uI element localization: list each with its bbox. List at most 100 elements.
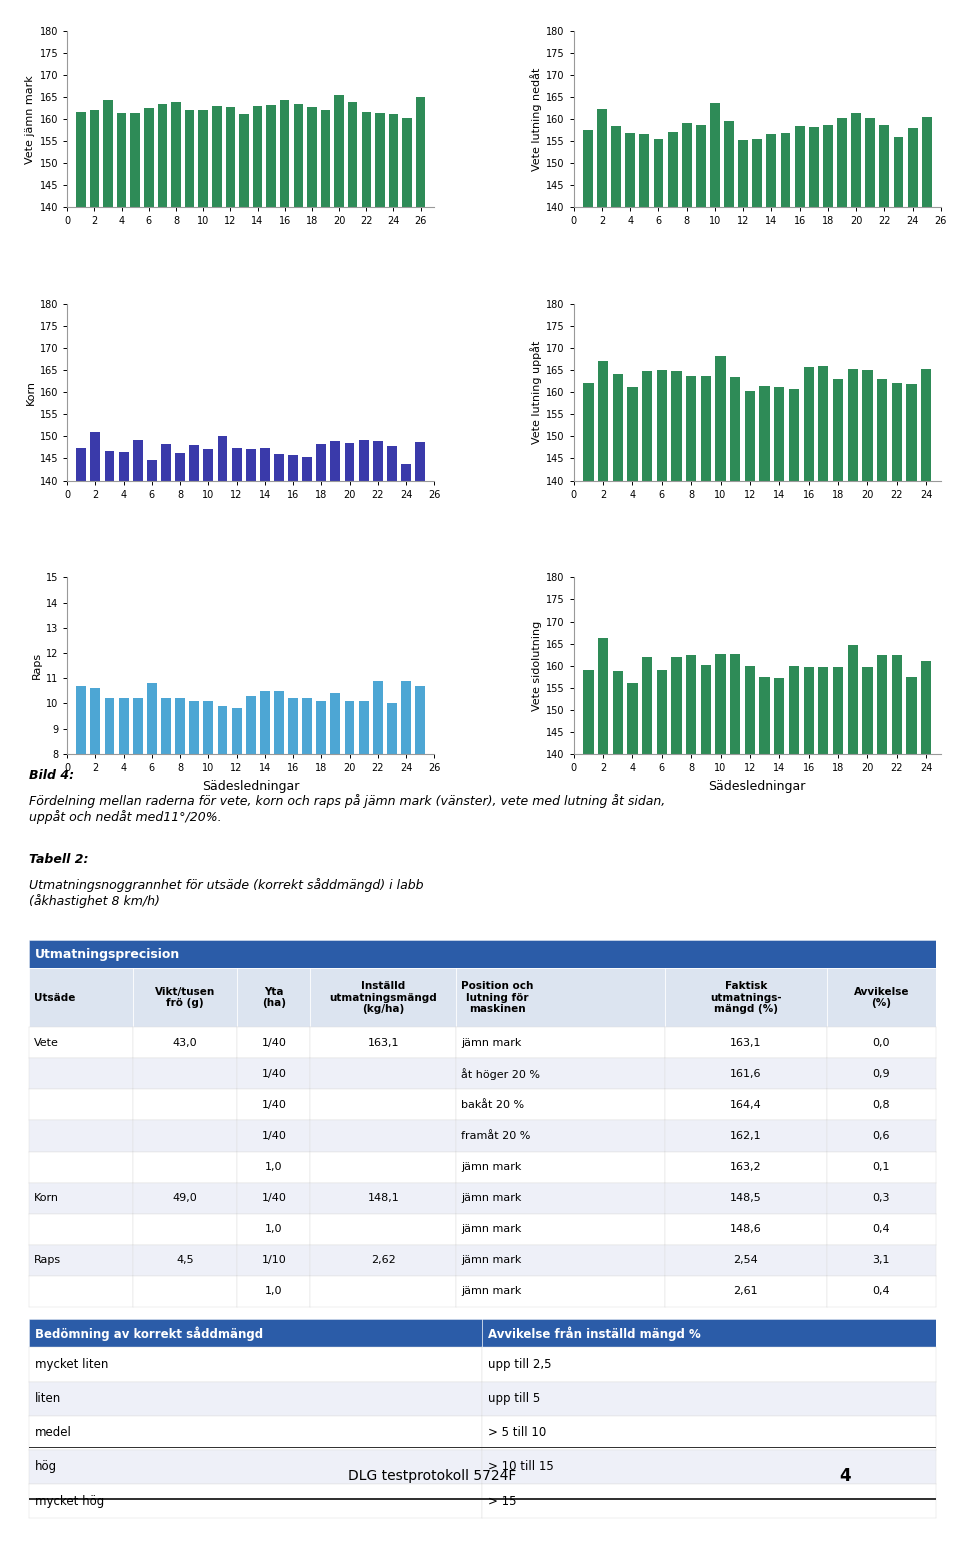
Bar bbox=[132, 698, 143, 956]
Bar bbox=[642, 371, 652, 1097]
Bar bbox=[682, 123, 691, 824]
Text: 0,4: 0,4 bbox=[873, 1287, 890, 1296]
Bar bbox=[345, 701, 354, 956]
Bar bbox=[894, 137, 903, 824]
Text: Yta
(ha): Yta (ha) bbox=[262, 987, 286, 1009]
Text: 2,61: 2,61 bbox=[733, 1287, 758, 1296]
Bar bbox=[76, 112, 85, 824]
Bar bbox=[731, 376, 740, 1097]
Text: 0,0: 0,0 bbox=[873, 1038, 890, 1047]
Bar bbox=[77, 685, 86, 956]
Bar bbox=[274, 454, 284, 1097]
Bar bbox=[147, 684, 156, 956]
Bar bbox=[759, 387, 770, 1097]
Bar bbox=[879, 124, 889, 824]
Bar bbox=[119, 698, 129, 956]
Bar bbox=[334, 95, 344, 824]
Bar bbox=[416, 98, 425, 824]
Bar bbox=[260, 449, 270, 1097]
Bar bbox=[715, 356, 726, 1097]
Bar bbox=[686, 654, 696, 1371]
Bar bbox=[239, 113, 249, 824]
Text: 0,9: 0,9 bbox=[873, 1069, 890, 1078]
X-axis label: Sädesledningar: Sädesledningar bbox=[708, 780, 806, 793]
Bar bbox=[710, 103, 720, 824]
Text: framåt 20 %: framåt 20 % bbox=[461, 1131, 531, 1141]
Bar bbox=[260, 690, 270, 956]
Bar bbox=[686, 376, 696, 1097]
Text: 0,4: 0,4 bbox=[873, 1225, 890, 1234]
Text: Faktisk
utmatnings-
mängd (%): Faktisk utmatnings- mängd (%) bbox=[709, 981, 781, 1015]
Bar bbox=[204, 449, 213, 1097]
Bar bbox=[654, 138, 663, 824]
Y-axis label: Vete jämn mark: Vete jämn mark bbox=[25, 75, 36, 163]
Bar bbox=[789, 388, 799, 1097]
Text: åt höger 20 %: åt höger 20 % bbox=[461, 1068, 540, 1080]
Bar bbox=[584, 382, 593, 1097]
Bar bbox=[745, 667, 756, 1371]
Bar bbox=[204, 701, 213, 956]
Text: 1/10: 1/10 bbox=[261, 1256, 286, 1265]
Y-axis label: Vete sidolutning: Vete sidolutning bbox=[532, 620, 542, 710]
Text: Utmatningsprecision: Utmatningsprecision bbox=[35, 948, 180, 960]
Bar bbox=[639, 134, 649, 824]
Bar bbox=[89, 110, 99, 824]
Bar bbox=[921, 370, 931, 1097]
Bar bbox=[667, 132, 678, 824]
Bar bbox=[625, 134, 636, 824]
Bar bbox=[584, 670, 593, 1371]
Bar bbox=[671, 371, 682, 1097]
Bar bbox=[330, 693, 341, 956]
Text: 163,1: 163,1 bbox=[368, 1038, 399, 1047]
Text: Korn: Korn bbox=[34, 1193, 59, 1203]
Bar bbox=[818, 667, 828, 1371]
Text: Utmatningsnoggrannhet för utsäde (korrekt såddmängd) i labb
(åkhastighet 8 km/h): Utmatningsnoggrannhet för utsäde (korrek… bbox=[29, 878, 423, 908]
Bar bbox=[823, 124, 832, 824]
Bar bbox=[90, 688, 101, 956]
Text: 1/40: 1/40 bbox=[261, 1100, 286, 1110]
Bar bbox=[119, 452, 129, 1097]
Y-axis label: Korn: Korn bbox=[25, 379, 36, 406]
Bar bbox=[226, 107, 235, 824]
Bar bbox=[212, 106, 222, 824]
Text: jämn mark: jämn mark bbox=[461, 1287, 521, 1296]
Bar bbox=[780, 132, 790, 824]
Bar bbox=[171, 103, 180, 824]
Text: 3,1: 3,1 bbox=[873, 1256, 890, 1265]
Bar bbox=[362, 112, 372, 824]
Bar bbox=[833, 379, 843, 1097]
Text: 0,1: 0,1 bbox=[873, 1162, 890, 1172]
Bar bbox=[359, 701, 369, 956]
Text: 4: 4 bbox=[839, 1467, 851, 1486]
Bar bbox=[302, 457, 312, 1097]
Bar bbox=[199, 110, 208, 824]
Bar bbox=[266, 104, 276, 824]
Text: > 5 till 10: > 5 till 10 bbox=[488, 1427, 546, 1439]
Bar bbox=[627, 387, 637, 1097]
Text: medel: medel bbox=[35, 1427, 71, 1439]
Text: mycket liten: mycket liten bbox=[35, 1358, 108, 1371]
Bar bbox=[892, 654, 901, 1371]
Bar bbox=[862, 667, 873, 1371]
Text: Tabell 2:: Tabell 2: bbox=[29, 853, 88, 866]
Bar bbox=[612, 671, 623, 1371]
Bar bbox=[753, 138, 762, 824]
Bar bbox=[701, 665, 711, 1371]
Text: Inställd
utmatningsmängd
(kg/ha): Inställd utmatningsmängd (kg/ha) bbox=[329, 981, 437, 1015]
Bar bbox=[280, 99, 290, 824]
Bar bbox=[161, 444, 171, 1097]
Bar bbox=[766, 134, 777, 824]
Text: jämn mark: jämn mark bbox=[461, 1038, 521, 1047]
Bar bbox=[372, 681, 383, 956]
Text: 0,3: 0,3 bbox=[873, 1193, 890, 1203]
Bar bbox=[389, 115, 398, 824]
Bar bbox=[90, 432, 101, 1097]
Bar bbox=[804, 667, 814, 1371]
Bar bbox=[330, 441, 341, 1097]
Text: 162,1: 162,1 bbox=[730, 1131, 761, 1141]
Text: Bedömning av korrekt såddmängd: Bedömning av korrekt såddmängd bbox=[35, 1326, 263, 1341]
Bar bbox=[657, 370, 667, 1097]
Text: jämn mark: jämn mark bbox=[461, 1162, 521, 1172]
Bar bbox=[189, 446, 200, 1097]
Text: 2,62: 2,62 bbox=[371, 1256, 396, 1265]
